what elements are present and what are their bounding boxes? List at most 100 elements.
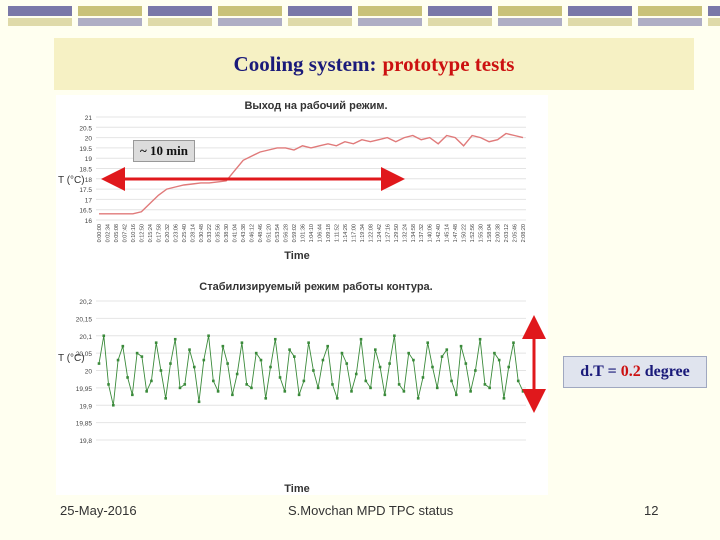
header-tile bbox=[78, 6, 142, 16]
data-point bbox=[340, 351, 344, 355]
header-tile bbox=[708, 18, 720, 26]
data-point bbox=[335, 397, 339, 400]
chart2-ylabel: T (°C) bbox=[58, 353, 85, 364]
y-tick-label: 19,8 bbox=[79, 438, 92, 445]
y-tick-label: 16.5 bbox=[79, 208, 92, 215]
chart-panel: Выход на рабочий режим. T (°C) 21 20.5 20 1… bbox=[56, 95, 548, 495]
data-point bbox=[173, 337, 177, 341]
data-point bbox=[283, 390, 287, 393]
data-point bbox=[269, 365, 272, 369]
slide-title: Cooling system: prototype tests bbox=[54, 38, 694, 90]
y-tick-label: 19 bbox=[85, 156, 93, 163]
data-point bbox=[202, 358, 206, 362]
data-point bbox=[312, 369, 315, 372]
header-tile bbox=[78, 18, 142, 26]
chart2-series bbox=[97, 334, 525, 407]
data-point bbox=[221, 344, 225, 348]
x-tick-label: 0:41:04 bbox=[233, 224, 239, 242]
data-point bbox=[478, 337, 482, 341]
data-point bbox=[140, 355, 144, 358]
data-point bbox=[331, 383, 334, 386]
x-tick-label: 1:52:56 bbox=[470, 224, 476, 242]
data-point bbox=[226, 362, 229, 365]
data-point bbox=[354, 372, 358, 376]
x-tick-label: 1:50:22 bbox=[462, 224, 468, 242]
x-tick-label: 1:19:34 bbox=[360, 224, 366, 242]
chart1-y-tick-labels: 21 20.5 20 19.5 19 18.5 18 17.5 17 16.5 16 bbox=[79, 115, 92, 225]
data-point bbox=[150, 379, 153, 383]
x-tick-label: 2:03:12 bbox=[504, 224, 510, 242]
footer-date: 25-May-2016 bbox=[60, 503, 137, 518]
chart1-xlabel: Time bbox=[284, 250, 309, 262]
delta-t-label: d.T = 0.2 degree bbox=[563, 356, 707, 388]
data-point bbox=[421, 376, 425, 379]
x-tick-label: 1:32:24 bbox=[402, 224, 408, 242]
x-tick-label: 0:02:34 bbox=[105, 224, 111, 242]
data-point bbox=[412, 358, 415, 362]
header-tile bbox=[358, 6, 422, 16]
data-point bbox=[440, 355, 444, 358]
x-tick-label: 1:29:50 bbox=[394, 224, 400, 242]
data-point bbox=[273, 337, 277, 341]
x-tick-label: 2:05:46 bbox=[513, 224, 519, 242]
x-tick-label: 2:00:38 bbox=[496, 224, 502, 242]
delta-t-prefix: d.T = bbox=[580, 363, 617, 380]
x-tick-label: 0:48:46 bbox=[258, 224, 264, 242]
y-tick-label: 20,15 bbox=[76, 316, 93, 323]
data-point bbox=[293, 355, 296, 358]
data-point bbox=[107, 383, 110, 386]
header-tile bbox=[498, 18, 562, 26]
x-tick-label: 0:05:08 bbox=[114, 224, 120, 242]
y-tick-label: 19,85 bbox=[76, 421, 93, 428]
data-point bbox=[359, 337, 363, 341]
data-point bbox=[350, 390, 353, 393]
time-annotation: ~ 10 min bbox=[133, 140, 195, 162]
x-tick-label: 0:30:48 bbox=[199, 224, 205, 242]
y-tick-label: 20,1 bbox=[79, 334, 92, 341]
y-tick-label: 19.5 bbox=[79, 146, 92, 153]
x-tick-label: 1:37:32 bbox=[419, 224, 425, 242]
data-point bbox=[464, 362, 468, 365]
data-point bbox=[207, 334, 210, 338]
x-tick-label: 0:28:14 bbox=[190, 224, 196, 242]
x-tick-label: 1:34:58 bbox=[411, 224, 417, 242]
header-tile bbox=[568, 6, 632, 16]
chart2-title: Стабилизируемый режим работы контура. bbox=[199, 281, 432, 293]
data-point bbox=[135, 351, 139, 355]
data-point bbox=[469, 390, 472, 393]
data-point bbox=[102, 334, 106, 338]
data-point bbox=[431, 365, 434, 369]
y-tick-label: 17.5 bbox=[79, 187, 92, 194]
data-point bbox=[416, 397, 420, 400]
x-tick-label: 1:09:18 bbox=[326, 224, 332, 242]
x-tick-label: 1:17:00 bbox=[351, 224, 357, 242]
header-tile bbox=[218, 18, 282, 26]
x-tick-label: 0:17:58 bbox=[156, 224, 162, 242]
data-point bbox=[164, 397, 167, 400]
data-point bbox=[393, 334, 396, 338]
data-point bbox=[131, 393, 134, 397]
header-tile bbox=[498, 6, 562, 16]
data-point bbox=[145, 390, 148, 393]
data-point bbox=[345, 362, 349, 365]
x-tick-label: 1:42:40 bbox=[436, 224, 442, 242]
data-point bbox=[302, 379, 306, 383]
header-tile bbox=[568, 18, 632, 26]
data-point bbox=[450, 379, 453, 383]
delta-t-value: 0.2 bbox=[620, 363, 641, 380]
chart1-title: Выход на рабочий режим. bbox=[244, 100, 387, 112]
header-tile bbox=[428, 6, 492, 16]
data-point bbox=[364, 379, 368, 383]
x-tick-label: 1:40:06 bbox=[428, 224, 434, 242]
data-point bbox=[197, 400, 201, 404]
data-point bbox=[445, 348, 449, 351]
data-point bbox=[250, 386, 253, 390]
data-point bbox=[316, 386, 320, 390]
data-point bbox=[216, 390, 220, 393]
data-point bbox=[388, 362, 391, 365]
y-tick-label: 19,9 bbox=[79, 403, 92, 410]
data-point bbox=[383, 393, 387, 397]
y-tick-label: 21 bbox=[85, 115, 93, 122]
data-point bbox=[483, 383, 487, 386]
x-tick-label: 1:22:08 bbox=[368, 224, 374, 242]
